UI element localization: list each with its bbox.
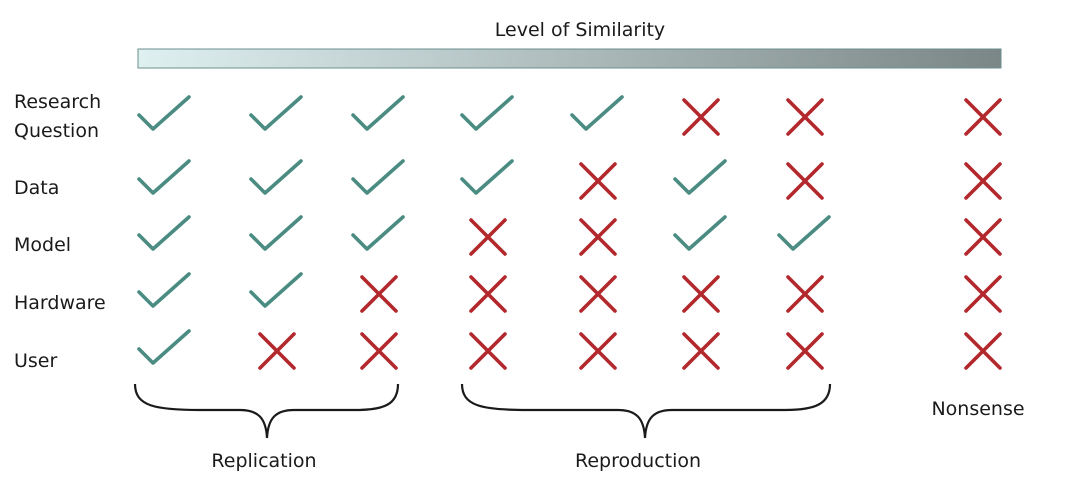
hardware-col-7-cross-icon [786,275,824,313]
hardware-col-1-check-icon [137,272,191,308]
user-col-6-cross-icon [682,332,720,370]
similarity-scale-title: Level of Similarity [495,19,665,41]
row-label-model: Model [14,234,71,256]
model-col-2-check-icon [249,215,303,251]
data-col-4-check-icon [460,159,514,195]
replication-label: Replication [211,450,316,472]
user-col-4-cross-icon [469,332,507,370]
row-label-user: User [14,350,57,372]
nonsense-label: Nonsense [931,398,1024,420]
data-col-2-check-icon [249,159,303,195]
model-col-4-cross-icon [469,218,507,256]
row-label-data: Data [14,177,59,199]
hardware-col-3-cross-icon [360,275,398,313]
hardware-col-2-check-icon [249,272,303,308]
research-question-col-4-check-icon [460,95,514,131]
reproduction-brace [460,383,832,439]
model-col-3-check-icon [351,215,405,251]
research-question-col-1-check-icon [137,95,191,131]
row-label-research-question: Research Question [14,91,107,142]
marks-grid [137,95,1002,370]
research-question-col-7-cross-icon [786,98,824,136]
user-col-1-check-icon [137,329,191,365]
data-col-7-cross-icon [786,162,824,200]
model-col-5-cross-icon [579,218,617,256]
data-col-3-check-icon [351,159,405,195]
replication-brace [133,383,400,439]
data-col-6-check-icon [673,159,727,195]
row-label-hardware: Hardware [14,292,106,314]
reproduction-label: Reproduction [575,450,701,472]
hardware-col-5-cross-icon [579,275,617,313]
data-col-8-cross-icon [964,162,1002,200]
data-col-5-cross-icon [579,162,617,200]
user-col-8-cross-icon [964,332,1002,370]
hardware-col-4-cross-icon [469,275,507,313]
user-col-3-cross-icon [360,332,398,370]
model-col-6-check-icon [673,215,727,251]
model-col-8-cross-icon [964,218,1002,256]
research-question-col-3-check-icon [351,95,405,131]
model-col-1-check-icon [137,215,191,251]
research-question-col-8-cross-icon [964,98,1002,136]
user-col-2-cross-icon [258,332,296,370]
similarity-gradient-bar [137,48,1002,69]
user-col-7-cross-icon [786,332,824,370]
user-col-5-cross-icon [579,332,617,370]
research-question-col-6-cross-icon [682,98,720,136]
data-col-1-check-icon [137,159,191,195]
hardware-col-8-cross-icon [964,275,1002,313]
model-col-7-check-icon [777,215,831,251]
hardware-col-6-cross-icon [682,275,720,313]
research-question-col-2-check-icon [249,95,303,131]
research-question-col-5-check-icon [570,95,624,131]
